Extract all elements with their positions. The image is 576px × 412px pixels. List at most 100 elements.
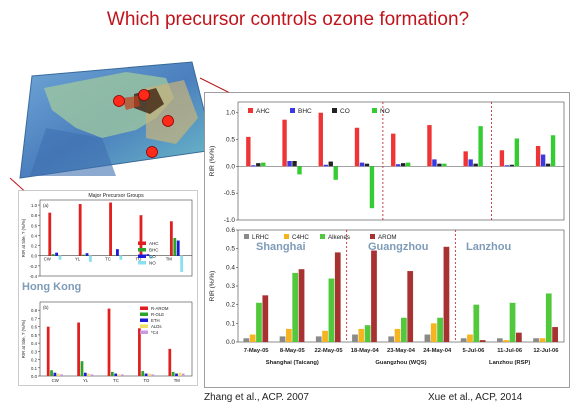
- x-tick-label: TC: [113, 378, 119, 383]
- bar-no: [405, 162, 411, 167]
- bar-no: [58, 255, 62, 260]
- bar-ahc: [391, 133, 396, 167]
- y-tick-label: 0.2: [226, 302, 235, 309]
- bar-alkenes: [473, 304, 480, 342]
- bar-c4hc: [430, 323, 437, 342]
- y-tick-label: 0.4: [31, 341, 38, 346]
- bar-rarom: [77, 322, 80, 376]
- citation-zhang: Zhang et al., ACP. 2007: [204, 392, 309, 403]
- legend-label: CO: [149, 254, 156, 259]
- x-tick-label: YL: [83, 378, 89, 383]
- legend-swatch: [140, 324, 148, 328]
- legend-swatch: [244, 234, 249, 239]
- legend-label: ETH: [151, 318, 160, 323]
- legend-label: AROM: [378, 234, 397, 241]
- plot-frame: [237, 101, 565, 221]
- bar-alkenes: [545, 293, 552, 342]
- bar-no: [261, 162, 266, 167]
- bar-lrhc: [424, 334, 431, 342]
- bar-alkenes: [292, 272, 299, 342]
- legend-swatch: [138, 254, 146, 258]
- y-tick-label: -1.0: [224, 217, 236, 224]
- chart-title: Major Precursor Groups: [88, 193, 144, 199]
- map-sea: [30, 128, 116, 176]
- bar-alkenes: [437, 317, 443, 342]
- y-tick-label: 0.6: [31, 223, 38, 228]
- bar-alkenes: [256, 302, 262, 342]
- panel-label: (b): [43, 305, 49, 310]
- hong-kong-overlay: Hong Kong: [22, 281, 81, 293]
- bar-bhc: [468, 159, 473, 167]
- citation-xue: Xue et al., ACP, 2014: [428, 392, 523, 403]
- legend-swatch: [332, 108, 337, 113]
- bar-c4: [60, 374, 63, 376]
- x-tick-label: 7-May-05: [244, 348, 270, 354]
- bar-lrhc: [533, 338, 539, 342]
- bar-ahc: [78, 204, 82, 256]
- legend-label: ALDs: [151, 324, 162, 329]
- bar-co: [473, 163, 478, 167]
- bar-ahc: [535, 145, 541, 167]
- bar-bhc: [112, 255, 116, 256]
- bar-lrhc: [243, 338, 250, 342]
- bar-arom: [334, 252, 341, 342]
- y-tick-label: 1.0: [226, 110, 235, 117]
- legend-swatch: [140, 330, 148, 334]
- bar-rarom: [46, 326, 50, 376]
- map-markers: [113, 89, 174, 158]
- x-tick-label: 5-Jul-06: [462, 348, 485, 354]
- bar-co: [55, 252, 59, 256]
- bar-arom: [371, 250, 377, 342]
- bar-co: [116, 249, 119, 256]
- y-tick-label: 0.2: [31, 358, 38, 363]
- bar-no: [478, 126, 483, 167]
- bar-c4hc: [539, 338, 546, 342]
- x-tick-label: CW: [44, 257, 52, 262]
- bar-eth: [144, 373, 148, 376]
- y-tick-label: 0.0: [226, 339, 235, 346]
- bar-role: [171, 371, 175, 376]
- y-tick-label: -0.4: [30, 274, 38, 279]
- legend-swatch: [284, 234, 289, 239]
- bar-bhc: [396, 164, 401, 167]
- bar-co: [364, 163, 370, 167]
- bar-ahc: [354, 127, 360, 167]
- bar-alds: [178, 372, 182, 376]
- bar-bhc: [432, 159, 437, 167]
- bar-c4hc: [285, 328, 292, 342]
- legend-label: LRHC: [252, 234, 269, 241]
- x-tick-label: YL: [75, 257, 81, 262]
- x-tick-label: 18-May-04: [351, 348, 380, 354]
- y-tick-label: 0.5: [226, 246, 235, 253]
- legend-swatch: [138, 241, 146, 245]
- bar-role: [50, 370, 53, 376]
- bar-c4hc: [249, 334, 256, 342]
- y-tick-label: -0.2: [30, 264, 38, 269]
- legend-swatch: [290, 108, 295, 113]
- bar-bhc: [359, 162, 365, 167]
- bar-no: [119, 255, 123, 260]
- bar-arom: [298, 269, 305, 342]
- site-overlay-label: Guangzhou: [368, 241, 429, 253]
- bar-co: [85, 253, 89, 256]
- map-hotspot-2: [122, 96, 140, 110]
- bar-co: [401, 163, 406, 167]
- bar-arom: [552, 327, 558, 342]
- x-tick-label: TM: [166, 257, 173, 262]
- bar-no: [89, 255, 92, 262]
- bar-alds: [56, 373, 60, 376]
- bar-rarom: [107, 308, 111, 376]
- legend-swatch: [138, 248, 146, 252]
- bar-no: [180, 255, 184, 272]
- bar-co: [176, 240, 180, 256]
- y-tick-label: 1.0: [31, 203, 38, 208]
- x-tick-label: TM: [174, 378, 181, 383]
- bar-c4hc: [467, 334, 473, 342]
- bar-c4: [181, 373, 185, 376]
- site-label: Shanghai (Taicang): [266, 360, 319, 366]
- map-marker: [146, 146, 158, 158]
- legend-label: BHC: [298, 108, 312, 115]
- bar-alkenes: [328, 278, 335, 342]
- bar-bhc: [51, 254, 55, 256]
- bar-eth: [175, 373, 178, 376]
